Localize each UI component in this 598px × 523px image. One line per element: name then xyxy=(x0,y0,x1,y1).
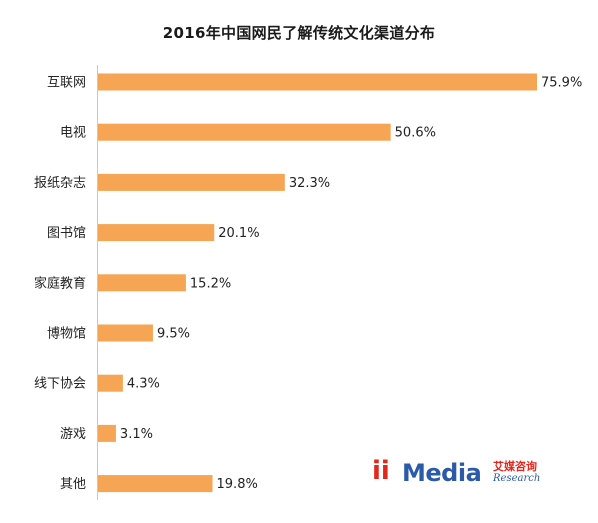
bar xyxy=(98,374,123,392)
chart-title: 2016年中国网民了解传统文化渠道分布 xyxy=(162,24,436,42)
category-label: 博物馆 xyxy=(47,327,86,342)
bars-group: 互联网 75.9% 电视 50.6% 报纸杂志 32.3% 图书馆 20.1% 家庭教育 15.2… xyxy=(34,73,582,493)
value-label: 20.1% xyxy=(218,226,259,241)
value-label: 19.8% xyxy=(217,477,258,492)
value-label: 75.9% xyxy=(541,76,582,91)
bar xyxy=(98,224,215,242)
imedia-research-logo: ii Media 艾媒咨询 Research xyxy=(372,456,544,492)
category-label: 家庭教育 xyxy=(34,275,86,291)
value-label: 4.3% xyxy=(127,377,160,392)
category-label: 其他 xyxy=(60,477,86,492)
category-label: 互联网 xyxy=(47,76,86,91)
value-label: 32.3% xyxy=(289,176,330,191)
category-label: 线下协会 xyxy=(34,377,86,392)
category-label: 图书馆 xyxy=(47,226,86,241)
bar xyxy=(98,73,537,91)
bar xyxy=(98,173,285,191)
bar xyxy=(98,123,391,141)
bar xyxy=(98,424,116,442)
value-label: 15.2% xyxy=(190,276,231,291)
category-label: 游戏 xyxy=(60,427,86,442)
bar xyxy=(98,324,153,342)
value-label: 50.6% xyxy=(395,126,436,141)
logo-brand-cn: 艾媒咨询 xyxy=(493,460,537,473)
logo-brand-en: Research xyxy=(493,473,541,484)
category-label: 报纸杂志 xyxy=(34,176,86,191)
category-label: 电视 xyxy=(60,126,86,141)
logo-brand-i: ii xyxy=(372,456,390,486)
value-label: 9.5% xyxy=(157,327,190,342)
bar xyxy=(98,475,213,493)
bar xyxy=(98,274,186,292)
logo-brand-media: Media xyxy=(402,459,482,487)
value-label: 3.1% xyxy=(120,427,153,442)
